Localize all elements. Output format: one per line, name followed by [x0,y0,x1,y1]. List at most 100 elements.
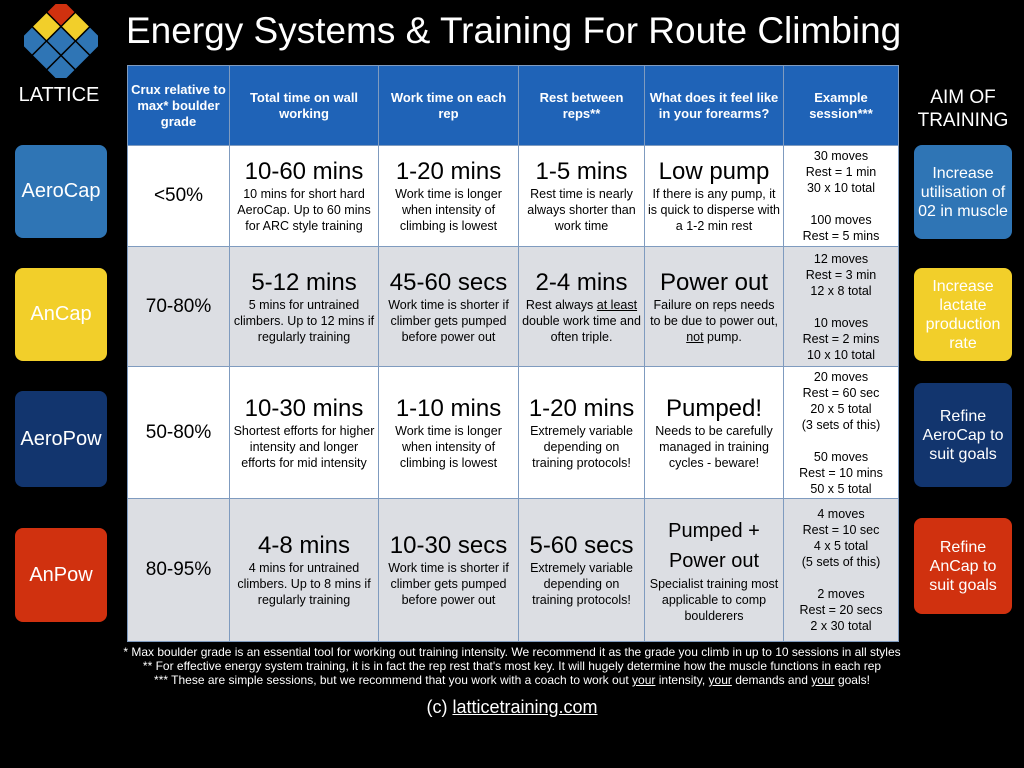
copyright: (c) latticetraining.com [0,697,1024,718]
footnote-3: *** These are simple sessions, but we re… [0,673,1024,687]
total-time-cell: 5-12 mins 5 mins for untrained climbers.… [229,246,379,367]
rest-note-text: Rest always [525,297,597,312]
total-time-note: Shortest efforts for higher intensity an… [233,423,375,470]
feel-value: Pumped + [668,520,760,542]
table-row: 80-95% 4-8 mins 4 mins for untrained cli… [127,498,899,642]
rest-value: 1-20 mins [528,394,635,422]
table-row: 70-80% 5-12 mins 5 mins for untrained cl… [127,246,899,367]
header-work-time: Work time on each rep [378,65,519,146]
table-row: 50-80% 10-30 mins Shortest efforts for h… [127,366,899,499]
rest-note: Rest time is nearly always shorter than … [527,187,636,233]
header-crux: Crux relative to max* boulder grade [127,65,230,146]
crux-cell: 50-80% [127,366,230,499]
header-forearm-feel: What does it feel like in your forearms? [644,65,784,146]
total-time-note: 10 mins for short hard AeroCap. Up to 60… [237,187,371,233]
feel-note: Specialist training most applicable to c… [649,577,779,623]
header-example-session: Example session*** [783,65,899,146]
session-cell: 30 moves Rest = 1 min 30 x 10 total 100 … [783,145,899,247]
feel-note: Needs to be carefully managed in trainin… [655,423,773,470]
rest-value: 1-5 mins [535,158,628,185]
footnote-3-emphasis: your [811,673,835,687]
feel-value: Low pump [658,158,770,185]
ancap-label: AnCap [15,268,107,361]
work-time-cell: 1-20 mins Work time is longer when inten… [378,145,519,247]
footnote-2: ** For effective energy system training,… [142,659,882,673]
training-table: Crux relative to max* boulder grade Tota… [127,65,899,642]
footnote-3-text: *** These are simple sessions, but we re… [154,673,633,687]
rest-value: 2-4 mins [535,268,628,296]
session-cell: 12 moves Rest = 3 min 12 x 8 total 10 mo… [783,246,899,367]
work-time-note: Work time is shorter if climber gets pum… [388,561,509,607]
total-time-cell: 10-60 mins 10 mins for short hard AeroCa… [229,145,379,247]
rest-note: Rest always at least double work time an… [522,297,641,345]
website-link[interactable]: latticetraining.com [452,697,598,717]
footnote-3-emphasis: your [632,673,656,687]
rest-cell: 5-60 secs Extremely variable depending o… [518,498,645,642]
crux-cell: 70-80% [127,246,230,367]
rest-note-text: double work time and often triple. [522,313,641,344]
header-rest: Rest between reps** [518,65,645,146]
aim-of-training-heading: AIM OF TRAINING [917,87,1009,131]
feel-note-text: Failure on reps needs to be due to power… [650,297,778,328]
total-time-cell: 4-8 mins 4 mins for untrained climbers. … [229,498,379,642]
aim-aeropow: Refine AeroCap to suit goals [914,383,1012,487]
work-time-cell: 1-10 mins Work time is longer when inten… [378,366,519,499]
rest-note: Extremely variable depending on training… [530,423,633,470]
footnotes: * Max boulder grade is an essential tool… [0,645,1024,687]
work-time-cell: 45-60 secs Work time is shorter if climb… [378,246,519,367]
aerocap-label: AeroCap [15,145,107,238]
aim-anpow: Refine AnCap to suit goals [914,518,1012,614]
crux-cell: <50% [127,145,230,247]
feel-value: Power out [659,268,769,296]
rest-note: Extremely variable depending on training… [530,561,633,607]
total-time-value: 4-8 mins [257,532,351,559]
footnote-3-text: intensity, [655,673,709,687]
feel-value: Pumped! [665,394,763,422]
total-time-value: 10-30 mins [244,394,364,422]
rest-value: 5-60 secs [529,532,634,559]
session-cell: 20 moves Rest = 60 sec 20 x 5 total (3 s… [783,366,899,499]
anpow-label: AnPow [15,528,107,622]
footnote-3-text: goals! [834,673,870,687]
rest-cell: 2-4 mins Rest always at least double wor… [518,246,645,367]
aim-ancap: Increase lactate production rate [914,268,1012,361]
feel-cell: Pumped! Needs to be carefully managed in… [644,366,784,499]
brand-name: LATTICE [18,84,100,106]
work-time-value: 1-10 mins [395,394,502,422]
work-time-note: Work time is longer when intensity of cl… [395,187,502,233]
rest-note-emphasis: at least [596,297,638,312]
total-time-value: 5-12 mins [251,268,357,296]
aim-aerocap: Increase utilisation of 02 in muscle [914,145,1012,239]
work-time-value: 1-20 mins [395,158,502,185]
feel-cell: Low pump If there is any pump, it is qui… [644,145,784,247]
footnote-1: * Max boulder grade is an essential tool… [123,645,901,659]
page-title: Energy Systems & Training For Route Clim… [126,10,902,51]
aeropow-label: AeroPow [15,391,107,487]
copyright-prefix: (c) [426,697,453,717]
lattice-logo-icon [24,4,98,78]
feel-value: Power out [668,550,760,572]
feel-cell: Power out Failure on reps needs to be du… [644,246,784,367]
work-time-value: 45-60 secs [389,268,508,296]
rest-cell: 1-5 mins Rest time is nearly always shor… [518,145,645,247]
footnote-3-text: demands and [731,673,812,687]
rest-cell: 1-20 mins Extremely variable depending o… [518,366,645,499]
work-time-note: Work time is shorter if climber gets pum… [388,297,509,344]
table-row: <50% 10-60 mins 10 mins for short hard A… [127,145,899,247]
total-time-note: 4 mins for untrained climbers. Up to 8 m… [237,561,371,607]
feel-note: If there is any pump, it is quick to dis… [648,187,781,233]
work-time-value: 10-30 secs [389,532,508,559]
feel-cell: Pumped + Power out Specialist training m… [644,498,784,642]
header-total-time: Total time on wall working [229,65,379,146]
footnote-3-emphasis: your [708,673,732,687]
total-time-note: 5 mins for untrained climbers. Up to 12 … [233,297,375,344]
total-time-cell: 10-30 mins Shortest efforts for higher i… [229,366,379,499]
work-time-note: Work time is longer when intensity of cl… [395,423,502,470]
crux-cell: 80-95% [127,498,230,642]
feel-note: Failure on reps needs to be due to power… [648,297,780,345]
feel-note-text: pump. [703,329,742,344]
session-cell: 4 moves Rest = 10 sec 4 x 5 total (5 set… [783,498,899,642]
work-time-cell: 10-30 secs Work time is shorter if climb… [378,498,519,642]
total-time-value: 10-60 mins [244,158,364,185]
feel-note-emphasis: not [686,329,704,344]
